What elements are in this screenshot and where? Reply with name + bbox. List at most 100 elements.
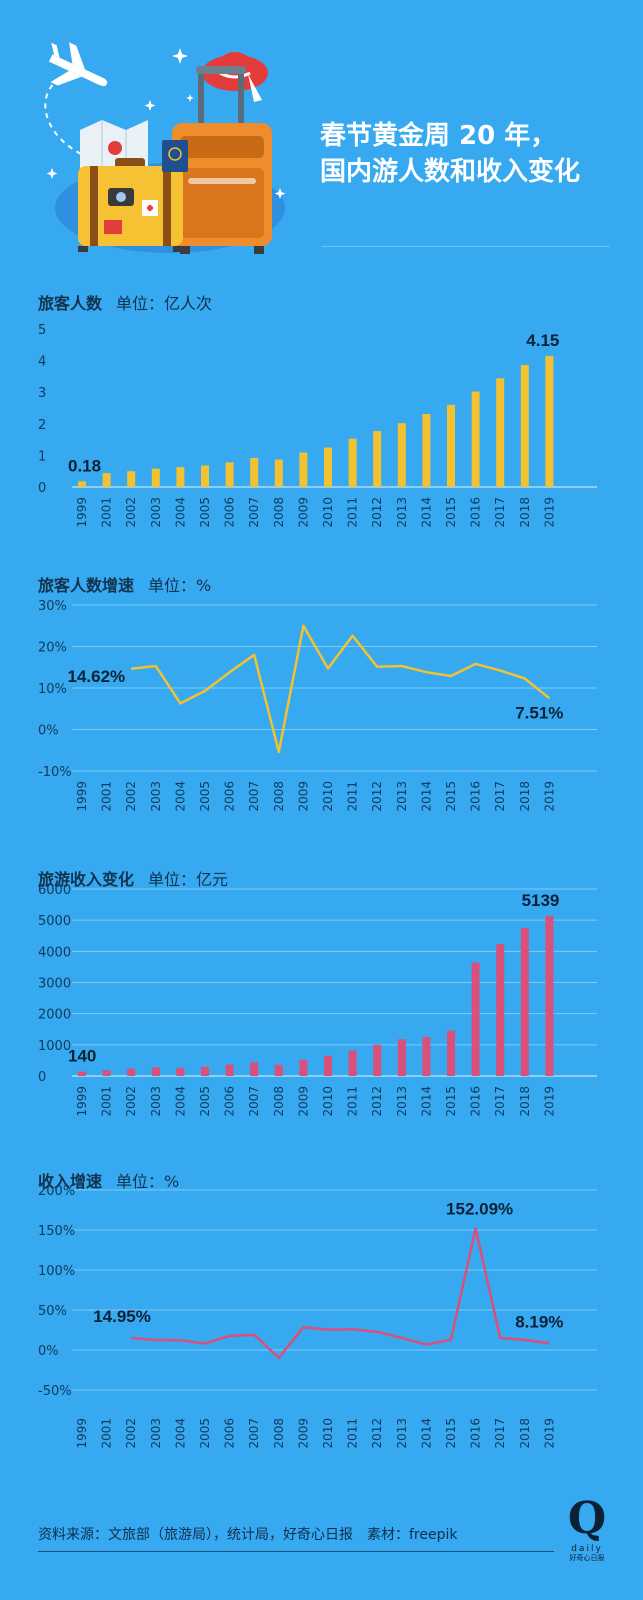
x-tick-label: 2001 [100, 497, 114, 528]
bar [545, 355, 554, 487]
x-tick-label: 2010 [321, 1086, 335, 1117]
x-tick-label: 2004 [173, 781, 187, 812]
visitor-growth-chart-unit: 单位：% [148, 576, 212, 595]
x-tick-label: 1999 [75, 497, 89, 528]
x-tick-label: 2017 [493, 781, 507, 812]
x-tick-label: 1999 [75, 781, 89, 812]
x-tick-label: 2009 [296, 497, 310, 528]
revenue-chart-heading: 旅游收入变化 单位：亿元 [38, 866, 228, 890]
x-tick-label: 2019 [542, 1418, 556, 1449]
x-tick-label: 2010 [321, 497, 335, 528]
bar [422, 1037, 431, 1076]
data-label-last: 4.15 [526, 331, 559, 350]
bar [225, 1064, 234, 1076]
x-tick-label: 2003 [149, 1086, 163, 1117]
y-tick-label: 1000 [38, 1039, 71, 1054]
x-tick-label: 2016 [469, 497, 483, 528]
x-tick-label: 2015 [444, 1418, 458, 1449]
x-tick-label: 2007 [247, 781, 261, 812]
x-tick-label: 2011 [346, 781, 360, 812]
logo-letter: Q [567, 1493, 607, 1544]
airplane-icon [49, 42, 108, 87]
x-tick-label: 2015 [444, 781, 458, 812]
y-tick-label: 100% [38, 1264, 75, 1279]
x-tick-label: 2002 [124, 497, 138, 528]
x-tick-label: 2003 [149, 1418, 163, 1449]
bar [422, 414, 431, 487]
bar [102, 473, 111, 487]
x-tick-label: 2018 [518, 1418, 532, 1449]
bar [225, 462, 234, 487]
bar [324, 447, 332, 487]
x-tick-label: 2013 [395, 1418, 409, 1449]
y-tick-label: 4000 [38, 945, 71, 960]
title-line-2: 国内游人数和收入变化 [320, 157, 581, 187]
x-tick-label: 2002 [124, 1086, 138, 1117]
x-tick-label: 2004 [173, 1086, 187, 1117]
x-tick-label: 2007 [247, 1086, 261, 1117]
x-tick-label: 2010 [321, 1418, 335, 1449]
data-label-last: 7.51% [515, 703, 563, 722]
bar [348, 1050, 357, 1076]
bar [176, 1067, 185, 1076]
x-tick-label: 2001 [100, 1086, 114, 1117]
series-line [131, 1227, 550, 1360]
passport-icon [162, 140, 188, 172]
x-tick-label: 2006 [223, 781, 237, 812]
bar [373, 1044, 382, 1076]
bar [299, 1059, 308, 1076]
bar [447, 404, 455, 487]
data-label-peak: 152.09% [446, 1199, 513, 1218]
data-label-first: 14.62% [68, 667, 126, 686]
x-tick-label: 2014 [419, 781, 433, 812]
x-tick-label: 2011 [346, 497, 360, 528]
x-tick-label: 2016 [469, 781, 483, 812]
x-tick-label: 2018 [518, 497, 532, 528]
x-tick-label: 1999 [75, 1418, 89, 1449]
x-tick-label: 2002 [124, 781, 138, 812]
bar [520, 927, 529, 1076]
bar [496, 944, 505, 1076]
y-tick-label: 10% [38, 682, 67, 697]
x-tick-label: 2012 [370, 1418, 384, 1449]
bar [250, 1062, 259, 1076]
x-tick-label: 2011 [346, 1086, 360, 1117]
bar [471, 391, 480, 487]
logo-subtitle: 好奇心日报 [569, 1554, 605, 1562]
y-tick-label: 2000 [38, 1008, 71, 1023]
bar [201, 465, 209, 487]
x-tick-label: 2004 [173, 497, 187, 528]
data-label-first: 0.18 [68, 456, 101, 475]
x-tick-label: 2002 [124, 1418, 138, 1449]
bar [397, 423, 406, 487]
x-tick-label: 2016 [469, 1086, 483, 1117]
x-tick-label: 2010 [321, 781, 335, 812]
bar [78, 481, 86, 487]
bar [496, 378, 505, 487]
revenue-growth-chart-unit: 单位：% [116, 1172, 180, 1191]
data-label-last: 8.19% [515, 1312, 563, 1331]
x-tick-label: 2018 [518, 1086, 532, 1117]
source-note: 资料来源：文旅部（旅游局），统计局，好奇心日报 素材：freepik [38, 1527, 458, 1543]
x-tick-label: 2001 [100, 781, 114, 812]
y-tick-label: 5 [38, 323, 46, 338]
x-tick-label: 2008 [272, 1418, 286, 1449]
bar [299, 452, 308, 487]
x-tick-label: 2012 [370, 497, 384, 528]
x-tick-label: 2012 [370, 1086, 384, 1117]
visitors-chart-unit: 单位：亿人次 [116, 294, 213, 313]
revenue-bar-chart: 0 1000 2000 3000 4000 5000 6000 1999 2001 2002 200… [38, 883, 597, 1117]
visitor-growth-chart-heading: 旅客人数增速 单位：% [38, 572, 211, 596]
x-tick-label: 2009 [296, 1418, 310, 1449]
x-tick-label: 2017 [493, 497, 507, 528]
x-tick-label: 2017 [493, 1086, 507, 1117]
y-tick-label: 150% [38, 1224, 75, 1239]
x-tick-label: 2001 [100, 1418, 114, 1449]
y-tick-label: 200% [38, 1184, 75, 1199]
x-tick-label: 2004 [173, 1418, 187, 1449]
bar [78, 1071, 86, 1076]
visitor-growth-line-chart: -10% 0% 10% 20% 30% 1999 2001 2002 2003 2004 2005 2… [38, 599, 597, 812]
x-tick-label: 2013 [395, 781, 409, 812]
x-tick-label: 2008 [272, 497, 286, 528]
x-tick-label: 2009 [296, 781, 310, 812]
